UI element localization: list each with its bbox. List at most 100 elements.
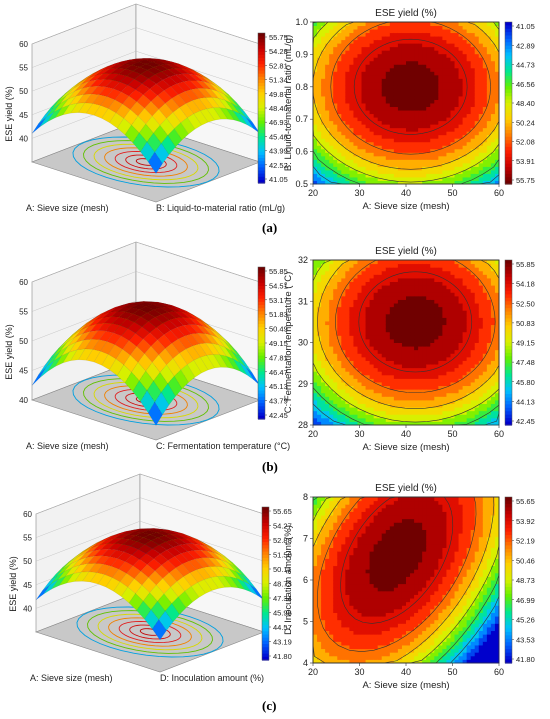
contour-cell bbox=[410, 103, 415, 108]
contour-cell bbox=[482, 85, 488, 90]
contour-cell bbox=[478, 99, 484, 104]
contour-cell bbox=[313, 134, 318, 139]
contour-cell bbox=[478, 29, 484, 34]
contour-cell bbox=[349, 349, 354, 354]
contour-cell bbox=[397, 417, 403, 422]
contour-cell bbox=[357, 25, 363, 30]
contour-cell bbox=[470, 64, 476, 69]
contour-cell bbox=[406, 313, 411, 318]
contour-cell bbox=[466, 403, 472, 408]
contour-cell bbox=[410, 173, 415, 178]
contour-cell bbox=[486, 353, 492, 358]
contour-cell bbox=[357, 288, 363, 293]
contour-cell bbox=[446, 295, 451, 300]
contour-cell bbox=[466, 155, 472, 160]
contour-cell bbox=[353, 360, 358, 365]
contour-cell bbox=[361, 120, 367, 125]
contour-cell bbox=[406, 145, 411, 150]
contour-cell bbox=[365, 145, 371, 150]
colorbar-tick-label: 46.56 bbox=[516, 80, 535, 89]
contour-cell bbox=[377, 173, 383, 178]
y-tick-label: 1.0 bbox=[295, 17, 308, 27]
contour-cell bbox=[454, 50, 460, 55]
contour-cell bbox=[438, 166, 443, 171]
contour-cell bbox=[482, 421, 488, 426]
contour-cell bbox=[466, 396, 472, 401]
contour-cell bbox=[401, 64, 407, 69]
contour-cell bbox=[373, 260, 379, 265]
contour-cell bbox=[438, 110, 443, 115]
contour-cell bbox=[446, 110, 451, 115]
contour-cell bbox=[373, 173, 379, 178]
contour-cell bbox=[478, 338, 484, 343]
contour-cell bbox=[349, 421, 354, 426]
contour-cell bbox=[341, 360, 346, 365]
contour-cell bbox=[466, 57, 472, 62]
contour-cell bbox=[410, 274, 415, 279]
contour-cell bbox=[474, 421, 480, 426]
contour-cell bbox=[321, 410, 326, 415]
colorbar-band bbox=[258, 384, 265, 388]
contour-cell bbox=[434, 103, 439, 108]
contour-cell bbox=[466, 53, 472, 58]
contour-cell bbox=[418, 173, 423, 178]
colorbar-band bbox=[505, 116, 512, 121]
colorbar-band bbox=[258, 320, 265, 325]
contour-cell bbox=[442, 414, 447, 419]
contour-cell bbox=[381, 403, 387, 408]
colorbar-band bbox=[258, 92, 265, 97]
z-axis-label: ESE yield (%) bbox=[4, 324, 14, 380]
contour-cell bbox=[341, 124, 346, 129]
contour-cell bbox=[341, 396, 346, 401]
contour-cell bbox=[357, 176, 363, 181]
contour-cell bbox=[365, 267, 371, 272]
contour-cell bbox=[418, 103, 423, 108]
contour-cell bbox=[426, 103, 431, 108]
contour-cell bbox=[397, 22, 403, 27]
contour-cell bbox=[389, 360, 395, 365]
contour-cell bbox=[337, 124, 342, 129]
contour-cell bbox=[353, 43, 358, 48]
contour-cell bbox=[474, 331, 480, 336]
contour-cell bbox=[361, 43, 367, 48]
contour-cell bbox=[361, 410, 367, 415]
contour-cell bbox=[446, 270, 451, 275]
contour-cell bbox=[385, 145, 391, 150]
contour-cell bbox=[430, 134, 435, 139]
contour-cell bbox=[317, 145, 322, 150]
contour-cell bbox=[410, 285, 415, 290]
contour-cell bbox=[446, 421, 451, 426]
contour-cell bbox=[418, 145, 423, 150]
contour-cell bbox=[341, 381, 346, 387]
contour-cell bbox=[418, 263, 423, 268]
contour-cell bbox=[369, 403, 375, 408]
contour-cell bbox=[462, 414, 468, 419]
contour-cell bbox=[321, 421, 326, 426]
contour-cell bbox=[454, 74, 460, 79]
contour-cell bbox=[357, 173, 363, 178]
contour-cell bbox=[369, 414, 375, 419]
contour-cell bbox=[349, 36, 354, 41]
surface-facet bbox=[200, 355, 215, 371]
contour-cell bbox=[377, 353, 383, 358]
contour-cell bbox=[422, 95, 427, 100]
contour-cell bbox=[389, 396, 395, 401]
contour-cell bbox=[313, 180, 318, 185]
contour-cell bbox=[462, 134, 468, 139]
contour-cell bbox=[474, 36, 480, 41]
contour-cell bbox=[369, 131, 375, 136]
contour-cell bbox=[341, 303, 346, 308]
contour-cell bbox=[321, 67, 326, 72]
contour-cell bbox=[329, 110, 334, 115]
colorbar-band bbox=[505, 167, 512, 172]
contour-cell bbox=[345, 29, 350, 34]
contour-cell bbox=[426, 113, 431, 118]
contour-cell bbox=[349, 299, 354, 304]
contour-cell bbox=[454, 407, 460, 412]
contour-cell bbox=[418, 285, 423, 290]
contour-cell bbox=[410, 57, 415, 62]
colorbar-tick-label: 48.40 bbox=[269, 104, 288, 113]
contour-cell bbox=[317, 155, 322, 160]
contour-cell bbox=[373, 410, 379, 415]
contour-cell bbox=[365, 349, 371, 354]
